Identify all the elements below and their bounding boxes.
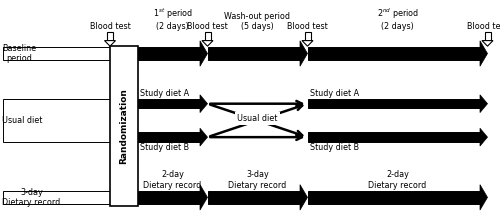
Text: Usual diet: Usual diet (238, 114, 278, 123)
Polygon shape (208, 191, 302, 204)
Text: Study diet B: Study diet B (140, 143, 188, 152)
Polygon shape (138, 191, 202, 204)
Polygon shape (308, 99, 482, 108)
Polygon shape (308, 191, 482, 204)
Polygon shape (308, 47, 482, 60)
Text: 2-day
Dietary record: 2-day Dietary record (368, 170, 426, 190)
Text: 3-day
Dietary record: 3-day Dietary record (2, 188, 61, 207)
Text: 1$^{st}$ period
(2 days): 1$^{st}$ period (2 days) (152, 6, 192, 31)
Text: Blood test: Blood test (467, 22, 500, 31)
FancyBboxPatch shape (484, 32, 490, 41)
Polygon shape (200, 41, 207, 66)
Polygon shape (308, 132, 482, 142)
Text: Study diet A: Study diet A (140, 89, 188, 98)
Text: Study diet B: Study diet B (310, 143, 358, 152)
Text: 2-day
Dietary record: 2-day Dietary record (144, 170, 202, 190)
Text: Usual diet: Usual diet (2, 116, 43, 125)
Polygon shape (300, 185, 308, 210)
Text: 3-day
Dietary record: 3-day Dietary record (228, 170, 286, 190)
FancyBboxPatch shape (107, 32, 113, 41)
Text: 2$^{nd}$ period
(2 days): 2$^{nd}$ period (2 days) (376, 6, 418, 31)
Text: Baseline
period: Baseline period (2, 44, 36, 63)
Text: Blood test: Blood test (90, 22, 130, 31)
FancyBboxPatch shape (110, 46, 138, 206)
Text: Study diet A: Study diet A (310, 89, 358, 98)
Polygon shape (480, 95, 488, 113)
Text: Blood test: Blood test (187, 22, 228, 31)
FancyBboxPatch shape (204, 32, 210, 41)
Polygon shape (202, 41, 213, 46)
Polygon shape (200, 95, 207, 113)
FancyBboxPatch shape (304, 32, 310, 41)
Polygon shape (2, 191, 110, 204)
Polygon shape (480, 185, 488, 210)
Polygon shape (200, 128, 207, 146)
Polygon shape (302, 41, 313, 46)
Polygon shape (480, 41, 488, 66)
Text: Blood test: Blood test (287, 22, 328, 31)
Polygon shape (138, 47, 202, 60)
Polygon shape (2, 99, 110, 142)
Polygon shape (200, 185, 207, 210)
Text: Wash-out period
(5 days): Wash-out period (5 days) (224, 12, 290, 31)
Text: Randomization: Randomization (120, 88, 128, 164)
Polygon shape (2, 47, 110, 60)
Polygon shape (300, 41, 308, 66)
Polygon shape (138, 99, 202, 108)
Polygon shape (104, 41, 116, 46)
Polygon shape (482, 41, 493, 46)
Polygon shape (208, 47, 302, 60)
Polygon shape (138, 132, 202, 142)
Polygon shape (480, 128, 488, 146)
